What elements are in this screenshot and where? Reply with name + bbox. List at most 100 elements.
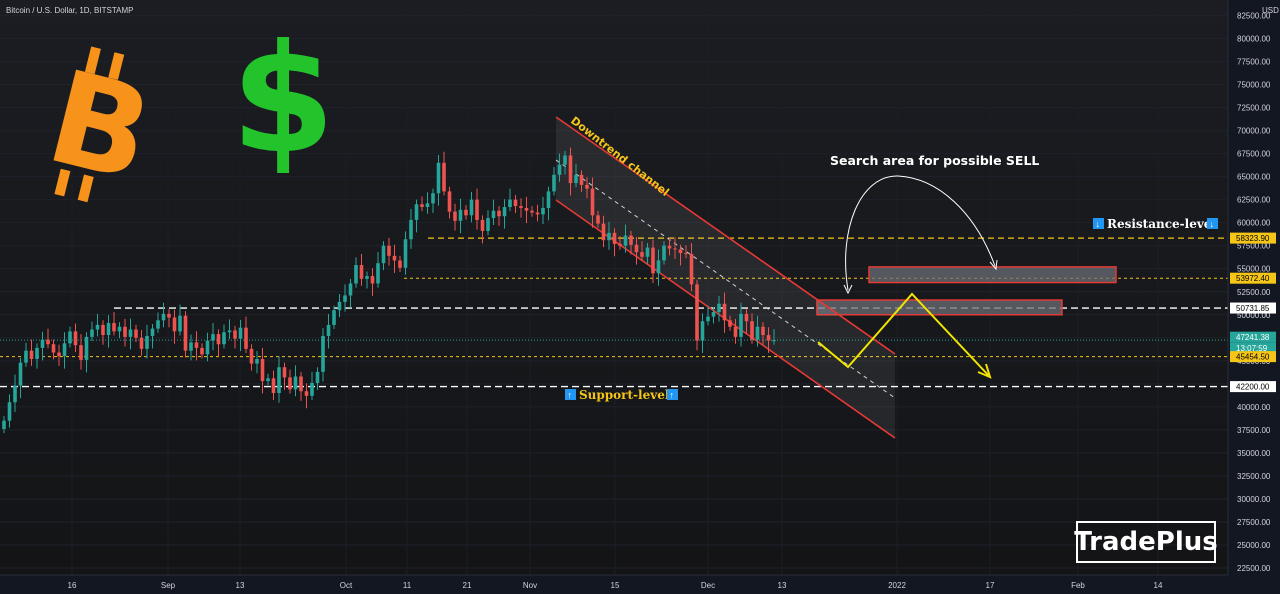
candle-body bbox=[557, 164, 562, 175]
arrow-down-icon bbox=[1207, 218, 1218, 229]
y-tick-label: 50000.00 bbox=[1237, 311, 1271, 320]
candle-body bbox=[24, 350, 28, 363]
candle-body bbox=[332, 310, 336, 325]
candle-body bbox=[68, 331, 72, 344]
candle-body bbox=[662, 245, 666, 261]
x-tick-label: Feb bbox=[1071, 581, 1085, 590]
price-label: 42200.00 bbox=[1236, 383, 1270, 392]
sell-zone-upper bbox=[868, 266, 1117, 284]
candle-body bbox=[711, 312, 716, 317]
x-tick-label: 13 bbox=[236, 581, 245, 590]
candle-body bbox=[761, 326, 765, 336]
candle-body bbox=[189, 342, 193, 351]
candle-body bbox=[689, 253, 694, 285]
candle-body bbox=[772, 340, 776, 342]
candle-body bbox=[156, 320, 160, 329]
candle-body bbox=[596, 215, 600, 224]
candle-body bbox=[524, 207, 529, 211]
price-label-bg bbox=[1230, 342, 1276, 354]
currency-label: USD bbox=[1262, 6, 1279, 15]
candle-body bbox=[497, 210, 501, 217]
candle-body bbox=[326, 324, 331, 336]
y-tick-label: 70000.00 bbox=[1237, 127, 1271, 136]
candle-body bbox=[733, 326, 738, 337]
candle-body bbox=[728, 320, 732, 327]
candle-body bbox=[447, 191, 452, 212]
candle-body bbox=[233, 330, 237, 339]
x-tick-label: 21 bbox=[463, 581, 472, 590]
candle-body bbox=[530, 210, 534, 213]
price-axis[interactable]: 82500.00 80000.00 77500.00 75000.00 72500.00… bbox=[1237, 11, 1271, 573]
candle-body bbox=[18, 362, 23, 386]
candle-body bbox=[634, 244, 639, 253]
x-tick-label: 13 bbox=[778, 581, 787, 590]
candle-body bbox=[178, 315, 182, 332]
candle-body bbox=[238, 327, 243, 339]
candle-body bbox=[255, 358, 259, 364]
candle-body bbox=[398, 260, 402, 268]
candle-body bbox=[645, 247, 650, 257]
candle-body bbox=[623, 235, 628, 246]
candle-body bbox=[502, 207, 507, 217]
candle-body bbox=[337, 301, 342, 311]
candle-body bbox=[123, 326, 127, 337]
arrow-head-icon bbox=[977, 363, 992, 379]
pointer-head-icon bbox=[989, 259, 998, 271]
arrow-down-glyph: ↓ bbox=[1096, 219, 1101, 229]
y-tick-label: 72500.00 bbox=[1237, 104, 1271, 113]
candle-body bbox=[552, 174, 556, 192]
candle-body bbox=[442, 162, 446, 192]
candle-body bbox=[766, 335, 771, 341]
price-label-bg bbox=[1230, 381, 1276, 393]
candle-body bbox=[392, 255, 397, 261]
candle-body bbox=[310, 382, 314, 396]
candle-body bbox=[480, 219, 485, 231]
candle-body bbox=[464, 209, 468, 216]
candle-body bbox=[106, 323, 111, 336]
y-tick-label: 62500.00 bbox=[1237, 196, 1271, 205]
candle-body bbox=[200, 347, 204, 355]
candle-body bbox=[205, 340, 210, 355]
candle-body bbox=[62, 343, 67, 357]
candle-body bbox=[266, 378, 270, 382]
time-axis[interactable]: 16 Sep 13 Oct 11 21 Nov 15 Dec 13 2022 17 Feb 14 bbox=[68, 581, 1163, 590]
y-tick-label: 30000.00 bbox=[1237, 495, 1271, 504]
price-label-bg bbox=[1230, 232, 1276, 244]
candle-body bbox=[128, 329, 133, 337]
candle-body bbox=[112, 323, 116, 332]
candle-body bbox=[651, 247, 655, 274]
candle-body bbox=[183, 315, 188, 351]
price-label-bg bbox=[1230, 272, 1276, 284]
candle-body bbox=[403, 239, 408, 268]
arrow-up-icon bbox=[667, 389, 678, 400]
candle-body bbox=[574, 174, 578, 184]
x-tick-label: 2022 bbox=[888, 581, 906, 590]
projection-arrows bbox=[817, 175, 998, 379]
candle-body bbox=[73, 331, 78, 346]
candle-body bbox=[365, 276, 369, 279]
candle-body bbox=[414, 204, 419, 220]
y-tick-label: 52500.00 bbox=[1237, 288, 1271, 297]
channel-upper-line bbox=[555, 116, 896, 355]
candle-body bbox=[541, 207, 545, 215]
tradeplus-logo: TradePlus bbox=[1074, 521, 1218, 563]
candle-body bbox=[277, 367, 281, 394]
candle-body bbox=[425, 203, 430, 208]
candle-body bbox=[293, 376, 298, 390]
candle-body bbox=[717, 303, 721, 313]
candle-body bbox=[706, 316, 710, 322]
candles bbox=[2, 147, 776, 434]
y-tick-label: 75000.00 bbox=[1237, 81, 1271, 90]
price-label: 50731.85 bbox=[1236, 304, 1270, 313]
y-tick-label: 22500.00 bbox=[1237, 564, 1271, 573]
candle-body bbox=[546, 191, 551, 208]
candle-body bbox=[227, 330, 232, 333]
candle-body bbox=[475, 199, 479, 220]
candle-body bbox=[167, 313, 171, 318]
y-tick-label: 82500.00 bbox=[1237, 11, 1271, 20]
candle-body bbox=[563, 155, 567, 165]
y-tick-label: 37500.00 bbox=[1237, 426, 1271, 435]
y-tick-label: 32500.00 bbox=[1237, 472, 1271, 481]
